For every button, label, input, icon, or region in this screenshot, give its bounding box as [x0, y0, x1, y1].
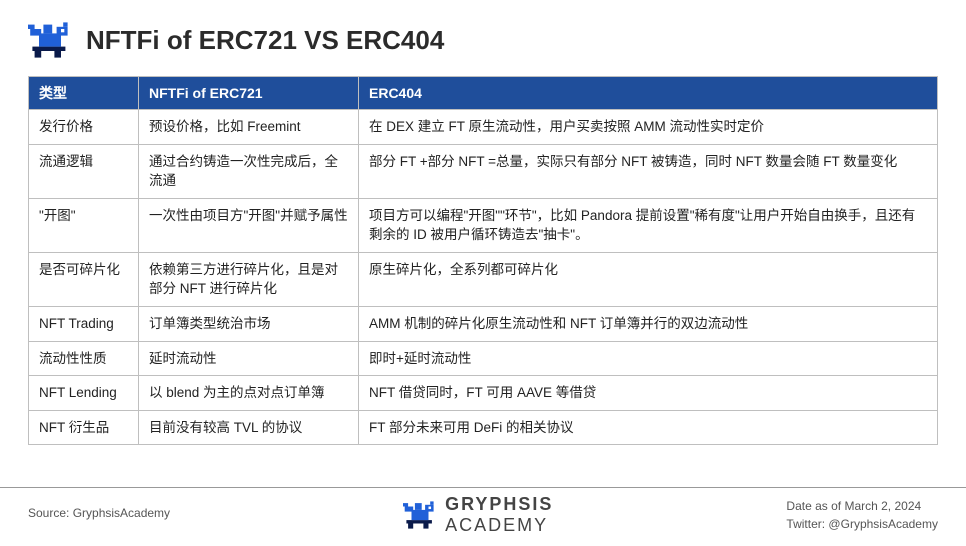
footer-date: Date as of March 2, 2024 — [786, 497, 938, 515]
footer-brand: GRYPHSIS ACADEMY — [403, 494, 553, 536]
table-row: NFT 衍生品 目前没有较高 TVL 的协议 FT 部分未来可用 DeFi 的相… — [29, 410, 938, 445]
comparison-table: 类型 NFTFi of ERC721 ERC404 发行价格 预设价格，比如 F… — [28, 76, 938, 445]
cell-erc404: 原生碎片化，全系列都可碎片化 — [359, 252, 938, 306]
brand-name: GRYPHSIS — [445, 494, 553, 514]
cell-erc404: 部分 FT +部分 NFT =总量，实际只有部分 NFT 被铸造，同时 NFT … — [359, 144, 938, 198]
gryphsis-logo-icon — [28, 18, 72, 62]
cell-erc404: 即时+延时流动性 — [359, 341, 938, 376]
col-header-erc721: NFTFi of ERC721 — [139, 77, 359, 110]
table-header-row: 类型 NFTFi of ERC721 ERC404 — [29, 77, 938, 110]
cell-erc404: 项目方可以编程"开图""环节"，比如 Pandora 提前设置"稀有度"让用户开… — [359, 198, 938, 252]
cell-erc721: 依赖第三方进行碎片化，且是对部分 NFT 进行碎片化 — [139, 252, 359, 306]
cell-erc404: AMM 机制的碎片化原生流动性和 NFT 订单簿并行的双边流动性 — [359, 306, 938, 341]
table-row: 发行价格 预设价格，比如 Freemint 在 DEX 建立 FT 原生流动性，… — [29, 110, 938, 145]
row-label: NFT Lending — [29, 376, 139, 411]
brand-sub: ACADEMY — [445, 515, 548, 535]
slide-container: NFTFi of ERC721 VS ERC404 类型 NFTFi of ER… — [0, 0, 966, 546]
cell-erc721: 以 blend 为主的点对点订单簿 — [139, 376, 359, 411]
cell-erc721: 延时流动性 — [139, 341, 359, 376]
table-row: NFT Lending 以 blend 为主的点对点订单簿 NFT 借贷同时，F… — [29, 376, 938, 411]
col-header-type: 类型 — [29, 77, 139, 110]
footer-twitter: Twitter: @GryphsisAcademy — [786, 515, 938, 533]
cell-erc721: 通过合约铸造一次性完成后，全流通 — [139, 144, 359, 198]
brand-text: GRYPHSIS ACADEMY — [445, 494, 553, 536]
row-label: 发行价格 — [29, 110, 139, 145]
cell-erc404: FT 部分未来可用 DeFi 的相关协议 — [359, 410, 938, 445]
row-label: "开图" — [29, 198, 139, 252]
cell-erc404: 在 DEX 建立 FT 原生流动性，用户买卖按照 AMM 流动性实时定价 — [359, 110, 938, 145]
table-row: NFT Trading 订单簿类型统治市场 AMM 机制的碎片化原生流动性和 N… — [29, 306, 938, 341]
row-label: 流通逻辑 — [29, 144, 139, 198]
footer-meta: Date as of March 2, 2024 Twitter: @Gryph… — [786, 497, 938, 533]
cell-erc721: 订单簿类型统治市场 — [139, 306, 359, 341]
cell-erc721: 预设价格，比如 Freemint — [139, 110, 359, 145]
table-row: 流动性性质 延时流动性 即时+延时流动性 — [29, 341, 938, 376]
table-row: 是否可碎片化 依赖第三方进行碎片化，且是对部分 NFT 进行碎片化 原生碎片化，… — [29, 252, 938, 306]
row-label: NFT 衍生品 — [29, 410, 139, 445]
gryphsis-logo-icon — [403, 498, 437, 532]
col-header-erc404: ERC404 — [359, 77, 938, 110]
slide-title: NFTFi of ERC721 VS ERC404 — [86, 25, 444, 56]
slide-footer: Source: GryphsisAcademy GRYPHSIS ACADEMY… — [0, 487, 966, 536]
slide-header: NFTFi of ERC721 VS ERC404 — [28, 18, 938, 62]
row-label: 是否可碎片化 — [29, 252, 139, 306]
cell-erc721: 目前没有较高 TVL 的协议 — [139, 410, 359, 445]
source-label: Source: GryphsisAcademy — [28, 506, 170, 520]
table-row: "开图" 一次性由项目方"开图"并赋予属性 项目方可以编程"开图""环节"，比如… — [29, 198, 938, 252]
row-label: NFT Trading — [29, 306, 139, 341]
row-label: 流动性性质 — [29, 341, 139, 376]
cell-erc404: NFT 借贷同时，FT 可用 AAVE 等借贷 — [359, 376, 938, 411]
table-row: 流通逻辑 通过合约铸造一次性完成后，全流通 部分 FT +部分 NFT =总量，… — [29, 144, 938, 198]
cell-erc721: 一次性由项目方"开图"并赋予属性 — [139, 198, 359, 252]
